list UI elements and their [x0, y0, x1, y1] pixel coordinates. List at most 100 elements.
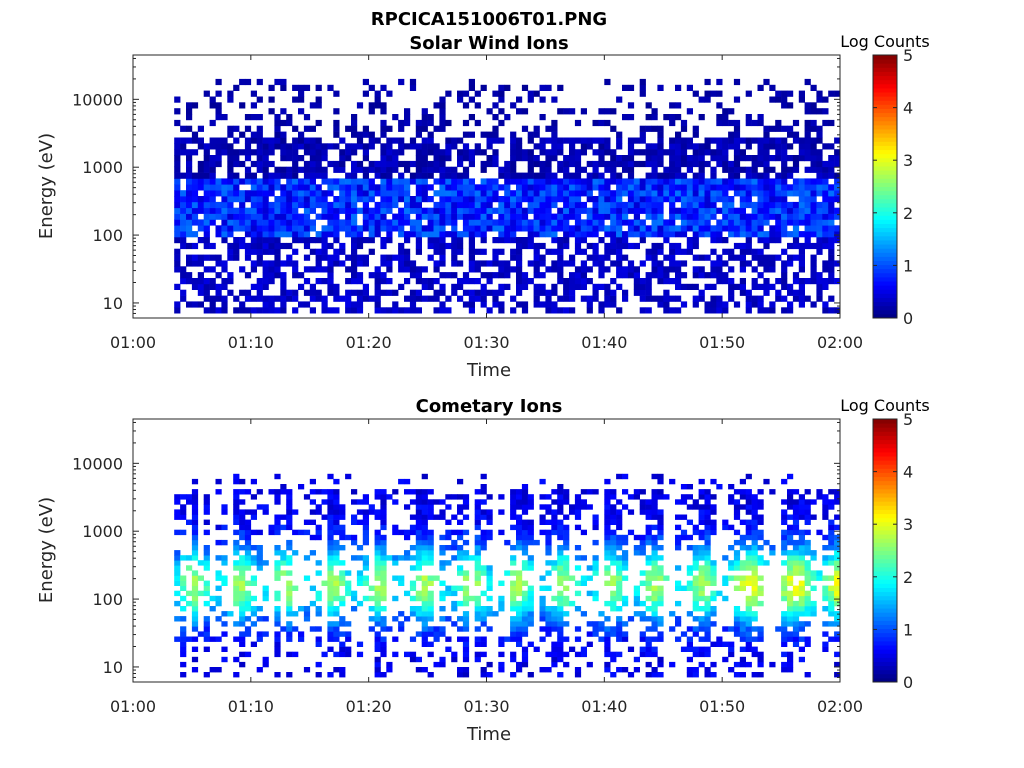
- heatmap-cell: [645, 114, 652, 121]
- heatmap-cell: [309, 519, 316, 525]
- heatmap-cell: [298, 484, 305, 490]
- heatmap-cell: [333, 307, 340, 314]
- heatmap-cell: [415, 667, 422, 673]
- heatmap-cell: [586, 295, 593, 302]
- heatmap-cell: [186, 102, 193, 109]
- heatmap-cell: [669, 278, 676, 285]
- heatmap-cell: [362, 494, 369, 500]
- heatmap-cell: [798, 534, 805, 541]
- heatmap-cell: [651, 108, 658, 115]
- heatmap-cell: [828, 595, 835, 602]
- heatmap-cell: [209, 242, 216, 250]
- heatmap-cell: [286, 651, 293, 658]
- heatmap-cell: [239, 131, 246, 138]
- heatmap-cell: [651, 550, 658, 556]
- heatmap-cell: [480, 248, 487, 255]
- heatmap-cell: [368, 219, 375, 226]
- heatmap-cell: [645, 155, 652, 162]
- heatmap-cell: [409, 225, 417, 232]
- heatmap-cell: [492, 254, 499, 261]
- heatmap-cell: [286, 225, 293, 232]
- heatmap-cell: [610, 260, 617, 267]
- heatmap-cell: [792, 570, 800, 576]
- heatmap-cell: [551, 661, 558, 668]
- heatmap-cell: [233, 519, 240, 525]
- heatmap-cell: [792, 119, 800, 127]
- colorbar-segment: [873, 239, 897, 245]
- heatmap-cell: [262, 248, 269, 255]
- heatmap-cell: [816, 96, 823, 103]
- heatmap-cell: [763, 125, 770, 132]
- heatmap-cell: [268, 272, 275, 279]
- heatmap-cell: [663, 289, 670, 296]
- heatmap-cell: [415, 248, 422, 255]
- heatmap-cell: [516, 272, 523, 279]
- heatmap-cell: [763, 178, 770, 185]
- heatmap-cell: [315, 529, 322, 536]
- heatmap-cell: [191, 207, 199, 214]
- heatmap-cell: [303, 237, 311, 244]
- heatmap-cell: [622, 621, 629, 627]
- heatmap-cell: [451, 207, 458, 214]
- heatmap-cell: [592, 260, 599, 267]
- heatmap-cell: [633, 137, 640, 144]
- heatmap-cell: [468, 289, 475, 296]
- heatmap-cell: [286, 178, 293, 185]
- heatmap-cell: [580, 184, 587, 191]
- heatmap-cell: [763, 560, 770, 566]
- heatmap-cell: [610, 248, 617, 255]
- heatmap-cell: [409, 160, 417, 168]
- heatmap-cell: [339, 646, 346, 652]
- heatmap-cell: [739, 201, 746, 209]
- colorbar-segment: [873, 174, 897, 179]
- heatmap-cell: [798, 201, 805, 209]
- heatmap-cell: [627, 184, 635, 191]
- heatmap-cell: [716, 190, 723, 197]
- heatmap-cell: [427, 231, 434, 238]
- heatmap-cell: [362, 207, 369, 214]
- heatmap-cell: [457, 178, 464, 185]
- heatmap-cell: [227, 155, 234, 162]
- colorbar-segment: [873, 289, 897, 294]
- heatmap-cell: [445, 494, 452, 500]
- heatmap-cell: [834, 672, 841, 678]
- heatmap-cell: [810, 225, 817, 232]
- heatmap-cell: [274, 560, 281, 566]
- heatmap-cell: [462, 201, 470, 209]
- heatmap-cell: [822, 160, 829, 168]
- heatmap-cell: [421, 631, 428, 637]
- heatmap-cell: [669, 137, 676, 144]
- heatmap-cell: [557, 219, 564, 226]
- heatmap-cell: [392, 636, 399, 642]
- heatmap-cell: [616, 499, 623, 505]
- heatmap-cell: [798, 656, 805, 663]
- heatmap-cell: [510, 160, 517, 168]
- heatmap-cell: [610, 166, 617, 173]
- heatmap-cell: [486, 606, 493, 612]
- heatmap-cell: [574, 278, 582, 285]
- heatmap-cell: [510, 190, 517, 197]
- heatmap-cell: [498, 641, 505, 647]
- heatmap-cell: [309, 172, 316, 179]
- heatmap-cell: [675, 636, 682, 642]
- heatmap-cell: [221, 190, 228, 197]
- heatmap-cell: [657, 155, 664, 162]
- heatmap-cell: [804, 207, 811, 214]
- heatmap-cell: [574, 580, 582, 586]
- heatmap-cell: [804, 570, 811, 576]
- heatmap-cell: [333, 560, 340, 566]
- colorbar-segment: [873, 79, 897, 85]
- heatmap-cell: [486, 184, 493, 191]
- heatmap-cell: [404, 478, 411, 485]
- colorbar-segment: [873, 468, 897, 473]
- heatmap-cell: [298, 137, 305, 144]
- heatmap-cell: [822, 278, 829, 285]
- heatmap-cell: [492, 131, 499, 138]
- heatmap-cell: [804, 201, 811, 209]
- heatmap-cell: [474, 190, 481, 197]
- heatmap-cell: [757, 260, 764, 267]
- heatmap-cell: [309, 160, 316, 168]
- heatmap-cell: [551, 489, 558, 495]
- heatmap-cell: [374, 509, 381, 515]
- heatmap-cell: [557, 590, 564, 597]
